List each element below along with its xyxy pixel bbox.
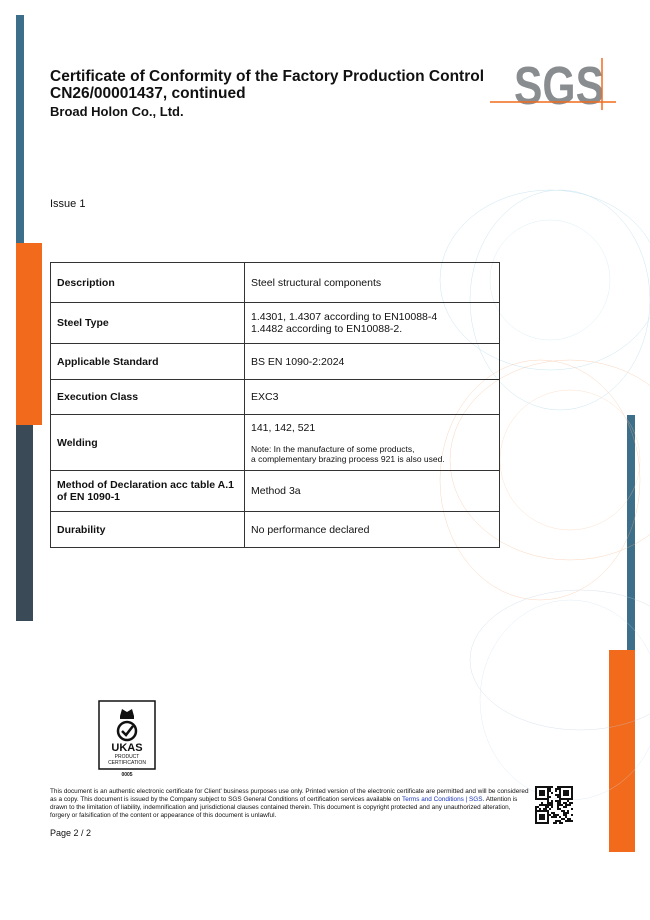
note-line: Note: In the manufacture of some product… bbox=[251, 443, 415, 454]
footer-disclaimer: This document is an authentic electronic… bbox=[50, 788, 530, 820]
table-row: Execution Class EXC3 bbox=[50, 379, 500, 415]
row-label: Execution Class bbox=[50, 379, 245, 415]
row-value: BS EN 1090-2:2024 bbox=[244, 343, 500, 380]
page-number: Page 2 / 2 bbox=[50, 828, 92, 838]
ukas-number: 0005 bbox=[121, 772, 132, 778]
row-value: Method 3a bbox=[244, 470, 500, 512]
row-label: Description bbox=[50, 262, 245, 303]
table-row: Welding 141, 142, 521 Note: In the manufac… bbox=[50, 414, 500, 471]
certificate-title: Certificate of Conformity of the Factory… bbox=[50, 68, 485, 85]
row-label: Welding bbox=[50, 414, 245, 471]
value-line: 141, 142, 521 bbox=[251, 421, 316, 434]
ukas-certification-mark: UKAS PRODUCT CERTIFICATION 0005 bbox=[98, 700, 156, 778]
right-orange-bar bbox=[609, 650, 635, 852]
table-row: Steel Type 1.4301, 1.4307 according to EN… bbox=[50, 302, 500, 344]
row-value: No performance declared bbox=[244, 511, 500, 548]
table-row: Description Steel structural components bbox=[50, 262, 500, 303]
disclaimer-text: . Attention is drawn to the limitation o… bbox=[50, 796, 518, 819]
row-label: Steel Type bbox=[50, 302, 245, 344]
left-blue-bar bbox=[16, 15, 24, 243]
right-blue-bar bbox=[627, 415, 635, 650]
left-dark-bar bbox=[16, 425, 33, 621]
value-line: 1.4482 according to EN10088-2. bbox=[251, 323, 403, 335]
sgs-logo: SGS bbox=[490, 58, 616, 110]
row-value: 141, 142, 521 Note: In the manufacture of… bbox=[244, 414, 500, 471]
value-line: 1.4301, 1.4307 according to EN10088-4 bbox=[251, 311, 438, 323]
row-value: EXC3 bbox=[244, 379, 500, 415]
certificate-table: Description Steel structural components S… bbox=[50, 262, 500, 548]
row-label: Method of Declaration acc table A.1 of E… bbox=[50, 470, 245, 512]
certificate-header: Certificate of Conformity of the Factory… bbox=[50, 68, 484, 119]
row-value: 1.4301, 1.4307 according to EN10088-4 1.4… bbox=[244, 302, 500, 344]
disclaimer-text: This document is an authentic electronic… bbox=[50, 788, 529, 803]
table-row: Method of Declaration acc table A.1 of E… bbox=[50, 470, 500, 512]
table-row: Applicable Standard BS EN 1090-2:2024 bbox=[50, 343, 500, 380]
row-label: Applicable Standard bbox=[50, 343, 245, 380]
issue-number: Issue 1 bbox=[50, 198, 86, 210]
ukas-certification: CERTIFICATION bbox=[108, 760, 146, 766]
terms-link[interactable]: Terms and Conditions | SGS bbox=[402, 796, 483, 803]
note-line: a complementary brazing process 921 is a… bbox=[251, 453, 445, 464]
left-orange-bar bbox=[16, 243, 42, 425]
qr-code[interactable] bbox=[535, 786, 573, 824]
ukas-text: UKAS bbox=[111, 742, 142, 754]
certificate-number: CN26/00001437, continued bbox=[50, 85, 246, 102]
table-row: Durability No performance declared bbox=[50, 511, 500, 548]
row-label: Durability bbox=[50, 511, 245, 548]
welding-note: Note: In the manufacture of some product… bbox=[251, 444, 493, 464]
row-value: Steel structural components bbox=[244, 262, 500, 303]
company-name: Broad Holon Co., Ltd. bbox=[50, 104, 184, 119]
ukas-product: PRODUCT bbox=[115, 754, 140, 760]
